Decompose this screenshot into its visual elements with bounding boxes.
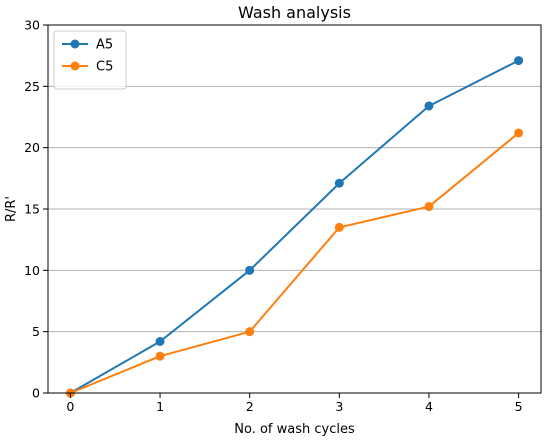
data-point (155, 336, 165, 346)
y-tick-label: 15 (24, 202, 40, 217)
y-tick-label: 0 (32, 386, 40, 401)
series-a5 (65, 56, 524, 398)
legend-entry-c5: C5 (62, 60, 113, 75)
data-point (334, 178, 344, 188)
x-tick-label: 3 (335, 399, 343, 414)
data-point (424, 202, 434, 212)
x-tick-label: 2 (246, 399, 254, 414)
data-point (424, 101, 434, 111)
series-line (70, 132, 520, 394)
y-tick-label: 30 (24, 18, 40, 33)
y-tick-label: 5 (32, 324, 40, 339)
data-point (334, 222, 344, 232)
legend-entry-a5: A5 (62, 38, 113, 53)
x-tick-label: 0 (66, 399, 74, 414)
chart-title: Wash analysis (238, 3, 351, 22)
series-layer (65, 56, 524, 398)
data-point (155, 351, 165, 361)
tick-layer: 0 1 2 3 4 5 0 5 10 15 20 25 30 (24, 18, 522, 415)
legend-swatch-marker (70, 61, 80, 71)
data-point (245, 265, 255, 275)
legend-label: A5 (96, 38, 113, 53)
series-line (69, 59, 520, 394)
x-tick-label: 5 (515, 399, 523, 414)
y-tick-label: 10 (24, 263, 40, 278)
x-tick-label: 4 (425, 399, 433, 414)
data-point (514, 56, 524, 66)
y-tick-label: 25 (24, 79, 40, 94)
y-tick-label: 20 (24, 140, 40, 155)
series-c5 (65, 128, 524, 398)
data-point (245, 327, 255, 337)
y-axis-label: R/R' (4, 196, 19, 222)
data-point (514, 128, 524, 138)
x-tick-label: 1 (156, 399, 164, 414)
legend-label: C5 (96, 60, 113, 75)
legend-swatch-marker (70, 39, 80, 49)
legend-box (53, 30, 127, 90)
x-axis-label: No. of wash cycles (234, 422, 355, 437)
